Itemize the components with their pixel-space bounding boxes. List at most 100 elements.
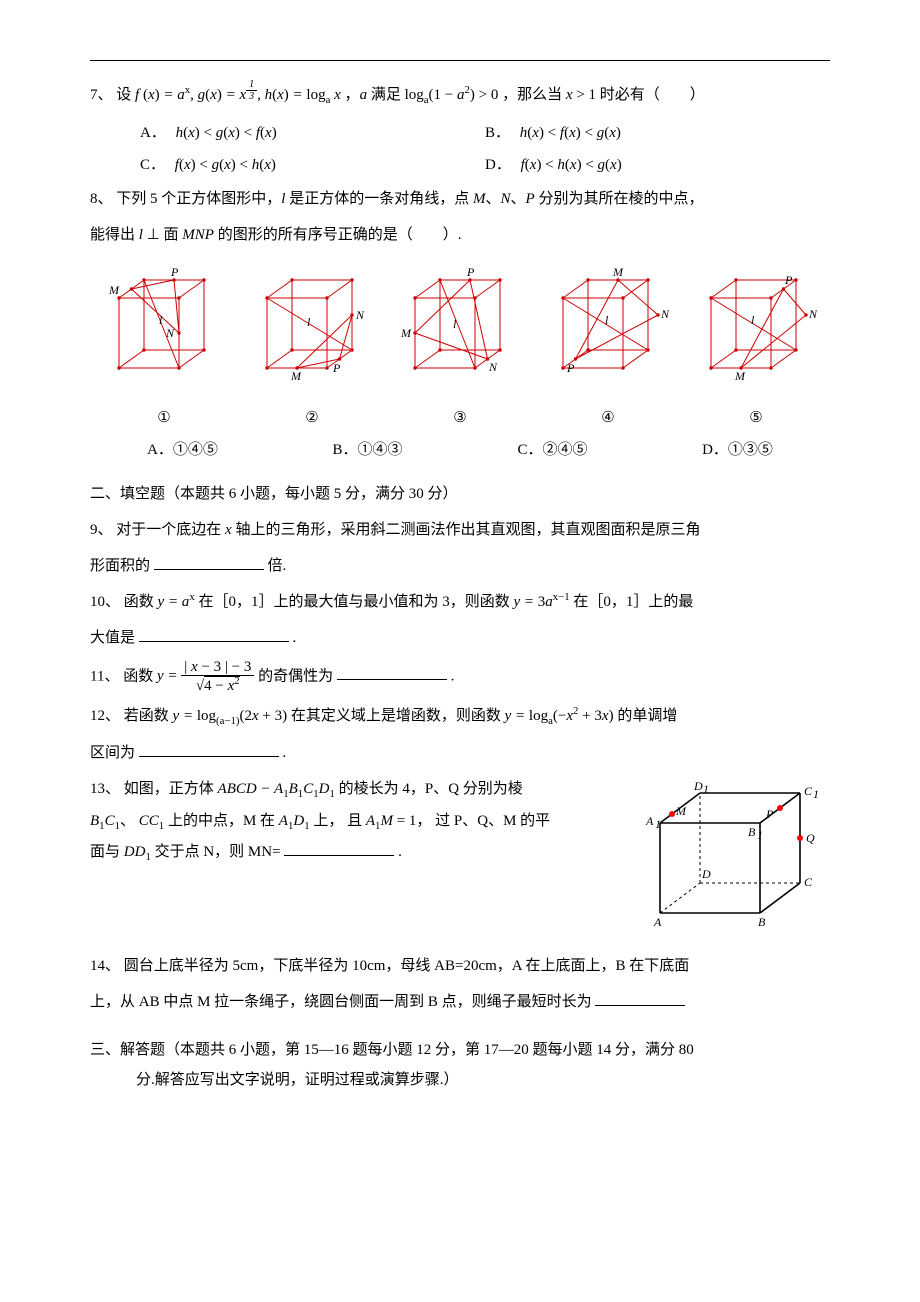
- q9-line2: 形面积的 倍.: [90, 551, 830, 581]
- q12-number: 12、: [90, 708, 120, 724]
- svg-text:1: 1: [655, 817, 661, 831]
- svg-text:C: C: [804, 875, 813, 889]
- q12-text-d: 区间为: [90, 745, 135, 761]
- svg-text:P: P: [784, 273, 793, 287]
- q7-opt-a-label: A．: [140, 125, 166, 141]
- q8-opt-d: D．①③⑤: [645, 435, 830, 465]
- q8-stem2: 能得出 l ⊥ 面 MNP 的图形的所有序号正确的是（ ）.: [90, 227, 461, 243]
- q7-stem-d: 时必有（ ）: [600, 87, 705, 103]
- svg-text:N: N: [808, 307, 818, 321]
- q10-text-e: .: [293, 630, 297, 646]
- q7-math2: loga(1 − a2) > 0: [405, 87, 499, 103]
- svg-text:A: A: [645, 814, 654, 828]
- q11: 11、 函数 y = | x − 3 | − 3 √4 − x2 的奇偶性为 .: [90, 659, 830, 695]
- section3-line2: 分.解答应写出文字说明，证明过程或演算步骤.）: [90, 1065, 830, 1095]
- q13-a1m: A1M = 1: [366, 813, 417, 829]
- q8-a-text: ①④⑤: [173, 442, 218, 458]
- q10: 10、 函数 y = ax 在［0，1］上的最大值与最小值和为 3，则函数 y …: [90, 587, 830, 617]
- q12-text-a: 若函数: [124, 708, 173, 724]
- svg-text:C: C: [804, 784, 813, 798]
- q8-fig4: M N P l: [534, 258, 682, 399]
- svg-text:1: 1: [813, 787, 819, 801]
- q8-fig3: M P N l: [386, 258, 534, 399]
- q13-svg: A B C D A1 B1 C1 D1 M P Q: [640, 778, 830, 928]
- q11-number: 11、: [90, 668, 119, 684]
- q10-text-d: 大值是: [90, 630, 135, 646]
- page: 7、 设 f (x) = ax, g(x) = x13, h(x) = loga…: [0, 0, 920, 1141]
- q13-text-c2: 、: [120, 813, 139, 829]
- section2-heading: 二、填空题（本题共 6 小题，每小题 5 分，满分 30 分）: [90, 479, 830, 509]
- q7-stem-a: 设: [116, 87, 135, 103]
- svg-text:1: 1: [757, 828, 763, 842]
- cube5-svg: M P N l: [691, 258, 821, 388]
- svg-text:N: N: [488, 360, 498, 374]
- q7-stem-b: ，a 满足: [345, 87, 405, 103]
- q11-frac: y = | x − 3 | − 3 √4 − x2: [157, 668, 258, 684]
- svg-text:P: P: [566, 361, 575, 375]
- svg-text:M: M: [612, 265, 624, 279]
- q11-text-a: 函数: [123, 668, 157, 684]
- q14: 14、 圆台上底半径为 5cm，下底半径为 10cm，母线 AB=20cm，A …: [90, 951, 830, 981]
- q8-fn5: ⑤: [682, 403, 830, 433]
- svg-text:N: N: [355, 308, 365, 322]
- q10-text-c: 在［0，1］上的最: [573, 594, 693, 610]
- svg-text:M: M: [108, 283, 120, 297]
- q14-number: 14、: [90, 958, 120, 974]
- q8-fn3: ③: [386, 403, 534, 433]
- svg-text:N: N: [165, 326, 175, 340]
- q7-opt-a: A． h(x) < g(x) < f(x): [140, 118, 485, 148]
- q7-opt-a-math: h(x) < g(x) < f(x): [176, 125, 277, 141]
- svg-text:P: P: [765, 807, 774, 821]
- top-rule: [90, 60, 830, 61]
- q13-cc1: CC1: [139, 813, 164, 829]
- q9-text-a: 对于一个底边在 x 轴上的三角形，采用斜二测画法作出其直观图，其直观图面积是原三…: [116, 522, 700, 538]
- q13-a1d1: A1D1: [279, 813, 310, 829]
- q8-opt-a: A．①④⑤: [90, 435, 275, 465]
- q13: A B C D A1 B1 C1 D1 M P Q 13、 如图，正方体 ABC…: [90, 774, 830, 945]
- q7-math1: f (x) = ax, g(x) = x13, h(x) = loga x: [135, 87, 341, 103]
- q12-text-b: 在其定义域上是增函数，则函数: [291, 708, 505, 724]
- q8-fn2: ②: [238, 403, 386, 433]
- q7-opt-c-label: C．: [140, 157, 165, 173]
- q8-d-text: ①③⑤: [728, 442, 773, 458]
- q9-text-b: 形面积的: [90, 558, 150, 574]
- q9-text-c: 倍.: [268, 558, 287, 574]
- q8-fig1: M N P l: [90, 258, 238, 399]
- q7-opt-d: D． f(x) < h(x) < g(x): [485, 150, 830, 180]
- svg-text:B: B: [748, 825, 756, 839]
- q7-opts-row2: C． f(x) < g(x) < h(x) D． f(x) < h(x) < g…: [140, 150, 830, 180]
- q7-opt-c-math: f(x) < g(x) < h(x): [175, 157, 276, 173]
- q13-text-e: .: [398, 844, 402, 860]
- section3-heading: 三、解答题（本题共 6 小题，第 15—16 题每小题 12 分，第 17—20…: [90, 1035, 830, 1095]
- svg-text:A: A: [653, 915, 662, 928]
- svg-text:l: l: [307, 315, 311, 329]
- q8-stem2-row: 能得出 l ⊥ 面 MNP 的图形的所有序号正确的是（ ）.: [90, 220, 830, 250]
- q9-blank: [154, 552, 264, 570]
- svg-text:P: P: [170, 265, 179, 279]
- svg-text:l: l: [605, 313, 609, 327]
- q10-text-b: 在［0，1］上的最大值与最小值和为 3，则函数: [198, 594, 513, 610]
- q12-text-e: .: [283, 745, 287, 761]
- q8-opts: A．①④⑤ B．①④③ C．②④⑤ D．①③⑤: [90, 435, 830, 465]
- q12-line2: 区间为 .: [90, 738, 830, 768]
- q8-fig2: M P N l: [238, 258, 386, 399]
- q7-math3: x > 1: [566, 87, 596, 103]
- q8-c-text: ②④⑤: [543, 442, 588, 458]
- q8-opt-b: B．①④③: [275, 435, 460, 465]
- q11-text-c: .: [451, 668, 455, 684]
- q13-figure: A B C D A1 B1 C1 D1 M P Q: [640, 778, 830, 939]
- q13-text-a: 如图，正方体: [124, 781, 218, 797]
- q9-number: 9、: [90, 522, 113, 538]
- q10-math1: y = ax: [158, 594, 195, 610]
- q13-text-c5: ， 过 P、Q、M 的平: [416, 813, 550, 829]
- section3-line1: 三、解答题（本题共 6 小题，第 15—16 题每小题 12 分，第 17—20…: [90, 1035, 830, 1065]
- svg-text:N: N: [660, 307, 670, 321]
- q8-figs: M N P l: [90, 258, 830, 399]
- q12-math2: y = loga(−x2 + 3x): [505, 708, 614, 724]
- q7-opt-b-math: h(x) < f(x) < g(x): [520, 125, 621, 141]
- q12: 12、 若函数 y = log(a−1)(2x + 3) 在其定义域上是增函数，…: [90, 701, 830, 733]
- q8-stem1: 下列 5 个正方体图形中，l 是正方体的一条对角线，点 M、N、P 分别为其所在…: [116, 191, 703, 207]
- svg-text:P: P: [332, 361, 341, 375]
- q14-blank: [595, 989, 685, 1007]
- q8-fig5: M P N l: [682, 258, 830, 399]
